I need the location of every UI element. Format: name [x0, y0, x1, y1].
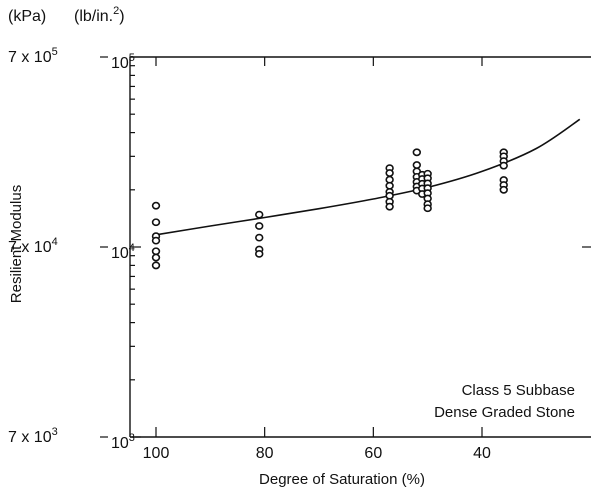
psi-tick-label: 105 — [111, 52, 135, 72]
x-tick-marks — [155, 57, 483, 437]
data-points — [151, 148, 508, 270]
x-tick-labels: 100 80 60 40 — [143, 445, 491, 462]
data-point — [255, 210, 264, 219]
data-point — [412, 161, 421, 169]
right-axis-unit-label: (lb/in.2) — [74, 5, 125, 25]
data-point — [151, 236, 161, 245]
kpa-tick-label: 7 x 104 — [8, 236, 58, 256]
x-tick-label: 80 — [256, 445, 274, 462]
kpa-tick-label: 7 x 103 — [8, 426, 58, 446]
x-axis-title: Degree of Saturation (%) — [259, 471, 425, 488]
data-point — [423, 204, 432, 213]
left-axis-unit-label: (kPa) — [8, 8, 46, 25]
y-tick-labels: 7 x 105 7 x 104 7 x 103 105 104 103 — [8, 46, 135, 452]
data-point — [151, 253, 161, 262]
data-point — [255, 233, 264, 242]
fit-curve — [155, 118, 581, 236]
annotation-line-1: Class 5 Subbase — [462, 382, 575, 399]
data-point — [385, 169, 394, 177]
x-tick-label: 40 — [473, 445, 491, 462]
psi-tick-label: 103 — [111, 432, 135, 452]
annotation-line-2: Dense Graded Stone — [434, 404, 575, 421]
x-tick-label: 60 — [364, 445, 382, 462]
data-point — [151, 201, 161, 210]
data-point — [412, 148, 421, 157]
x-tick-label: 100 — [143, 445, 170, 462]
data-point — [151, 261, 161, 270]
data-point — [255, 249, 264, 258]
data-point — [385, 181, 394, 190]
y-tick-marks — [100, 56, 591, 438]
kpa-tick-label: 7 x 105 — [8, 46, 58, 66]
psi-tick-label: 104 — [111, 242, 135, 262]
data-point — [499, 161, 508, 170]
plot-frame — [129, 56, 591, 438]
data-point — [385, 202, 394, 211]
data-point — [255, 222, 264, 230]
data-point — [151, 218, 161, 227]
y-axis-title: Resilient Modulus — [8, 185, 25, 303]
data-point — [499, 185, 508, 194]
data-point — [151, 247, 161, 256]
